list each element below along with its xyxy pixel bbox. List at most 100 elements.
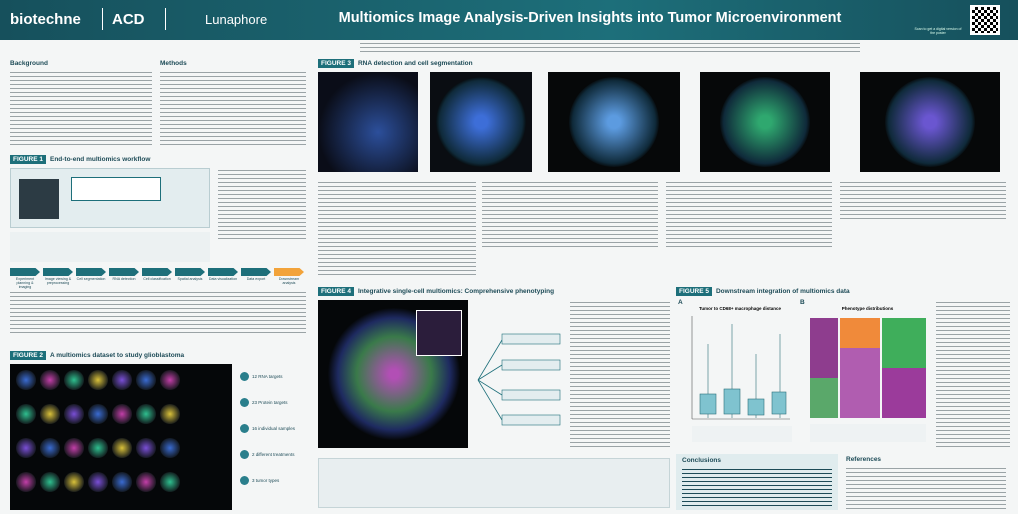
figure-title: A multiomics dataset to study glioblasto…	[49, 352, 185, 359]
step-chip	[175, 268, 205, 276]
stat-label: 3 tumor types	[252, 478, 280, 483]
tissue-section	[436, 77, 526, 167]
tissue-core	[160, 438, 180, 458]
step-chip	[142, 268, 172, 276]
figure-heading: FIGURE 4 Integrative single-cell multiomi…	[318, 286, 554, 297]
tissue-core	[136, 472, 156, 492]
stat-icon	[240, 476, 249, 485]
phenotype-image	[318, 300, 468, 448]
body-text	[10, 290, 306, 334]
tissue-core	[136, 370, 156, 390]
tissue-section	[885, 77, 975, 167]
figure-heading: FIGURE 5 Downstream integration of multio…	[676, 286, 850, 297]
zoom-inset	[416, 310, 462, 356]
tree-nodes	[501, 333, 561, 426]
workflow-diagram	[10, 168, 210, 228]
qr-code	[970, 5, 1000, 35]
step-label: Downstream analysis	[278, 277, 300, 285]
stat-icon	[240, 450, 249, 459]
legend	[810, 424, 926, 442]
body-text	[218, 168, 306, 240]
microscopy-image	[860, 72, 1000, 172]
phenotype-tree	[477, 333, 561, 426]
tissue-core	[64, 404, 84, 424]
tissue-core	[88, 438, 108, 458]
logo: biotechne	[10, 11, 81, 28]
title: Multiomics Image Analysis-Driven Insight…	[338, 10, 842, 26]
body-text	[160, 70, 306, 148]
microscopy-image	[700, 72, 830, 172]
step-label: Data visualization	[208, 277, 238, 281]
divider	[165, 8, 166, 30]
figure-title: End-to-end multiomics workflow	[49, 156, 151, 163]
logo: ACD	[112, 11, 145, 28]
workflow-steps: Experiment planning & imaging Image viewi…	[10, 268, 306, 289]
step-chip	[43, 268, 73, 276]
tissue-core	[64, 438, 84, 458]
tissue-core	[112, 472, 132, 492]
section-title: Conclusions	[682, 457, 722, 464]
software-box	[71, 177, 161, 201]
tissue-section	[720, 77, 810, 167]
section-title: Background	[10, 60, 48, 67]
tissue-core	[112, 370, 132, 390]
step-chip	[109, 268, 139, 276]
microscopy-image	[318, 72, 418, 172]
stat-label: 23 Protein targets	[252, 400, 288, 405]
tissue-core	[136, 404, 156, 424]
figure-tag: FIGURE 3	[318, 59, 354, 68]
section-title: References	[846, 456, 882, 463]
boxplot	[691, 316, 792, 442]
tissue-core	[16, 438, 36, 458]
body-text	[682, 467, 832, 507]
dataset-stats: 12 RNA targets 23 Protein targets 16 indiv…	[240, 372, 310, 502]
body-text	[840, 180, 1006, 220]
dataset-stat: 12 RNA targets	[240, 372, 283, 381]
stat-icon	[240, 398, 249, 407]
tree-links	[477, 339, 503, 421]
tissue-core	[136, 438, 156, 458]
body-text	[666, 180, 832, 250]
figure-title: Integrative single-cell multiomics: Comp…	[357, 288, 555, 295]
tissue-core	[112, 404, 132, 424]
step-chip	[241, 268, 271, 276]
figure-tag: FIGURE 1	[10, 155, 46, 164]
panel-title: Tumor to CD68+ macrophage distance	[698, 306, 782, 311]
body-text	[10, 70, 152, 148]
step-label: Experiment planning & imaging	[15, 277, 35, 289]
step-chip	[76, 268, 106, 276]
microscopy-image	[430, 72, 532, 172]
figure-heading: FIGURE 3 RNA detection and cell segmentat…	[318, 58, 473, 69]
dataset-stat: 23 Protein targets	[240, 398, 288, 407]
body-text	[846, 466, 1006, 510]
tissue-section	[569, 77, 659, 167]
body-text	[936, 300, 1010, 450]
authors	[360, 41, 860, 53]
stat-label: 12 RNA targets	[252, 374, 283, 379]
tissue-core	[64, 370, 84, 390]
tissue-core	[64, 472, 84, 492]
tissue-core	[112, 438, 132, 458]
analysis-flow	[318, 458, 670, 508]
conclusions-box: Conclusions	[676, 454, 838, 510]
tissue-core	[88, 404, 108, 424]
tissue-core	[88, 370, 108, 390]
tissue-core	[16, 404, 36, 424]
logo: Lunaphore	[205, 12, 268, 27]
body-text	[318, 180, 476, 276]
step-label: Image viewing & preprocessing	[44, 277, 72, 285]
figure-heading: FIGURE 1 End-to-end multiomics workflow	[10, 154, 150, 165]
step-label: RNA detection	[112, 277, 136, 281]
tissue-core	[16, 370, 36, 390]
dataset-stat: 3 tumor types	[240, 476, 279, 485]
step-label: Cell classification	[143, 277, 171, 281]
header: biotechne ACD Lunaphore Multiomics Image…	[0, 0, 1018, 40]
step-label: Spatial analysis	[177, 277, 203, 281]
legend	[692, 426, 792, 442]
tissue-core	[40, 472, 60, 492]
panel-label: A	[678, 299, 683, 306]
stat-icon	[240, 424, 249, 433]
boxes	[699, 324, 787, 418]
